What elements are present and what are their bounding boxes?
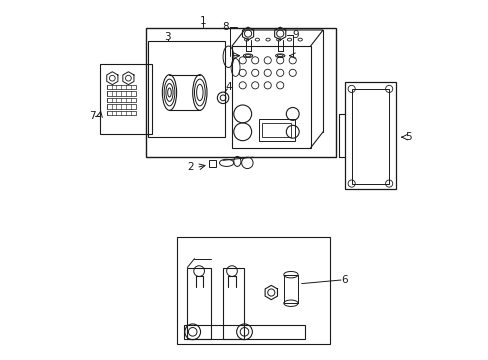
Bar: [107, 91, 135, 96]
Bar: [208, 160, 216, 167]
Bar: [107, 111, 135, 115]
Bar: [107, 85, 135, 89]
Text: 1: 1: [200, 16, 206, 26]
Text: 7: 7: [89, 111, 96, 121]
Bar: [107, 104, 135, 109]
Bar: [107, 98, 135, 102]
Bar: [262, 123, 290, 137]
Text: 5: 5: [405, 132, 411, 142]
Bar: [283, 275, 298, 303]
Bar: [231, 46, 310, 148]
Bar: [344, 82, 395, 189]
Bar: [187, 267, 210, 339]
Bar: [183, 325, 305, 339]
Bar: [146, 28, 335, 157]
Bar: [176, 237, 329, 344]
Bar: [351, 89, 388, 184]
Bar: [223, 267, 244, 339]
Text: 6: 6: [341, 275, 347, 285]
Text: 4: 4: [224, 82, 231, 92]
Text: 2: 2: [187, 162, 194, 172]
Text: 3: 3: [164, 32, 171, 42]
Text: 9: 9: [292, 30, 298, 40]
Bar: [100, 64, 151, 134]
Bar: [258, 119, 294, 141]
Bar: [148, 41, 224, 137]
Text: 8: 8: [222, 22, 229, 32]
